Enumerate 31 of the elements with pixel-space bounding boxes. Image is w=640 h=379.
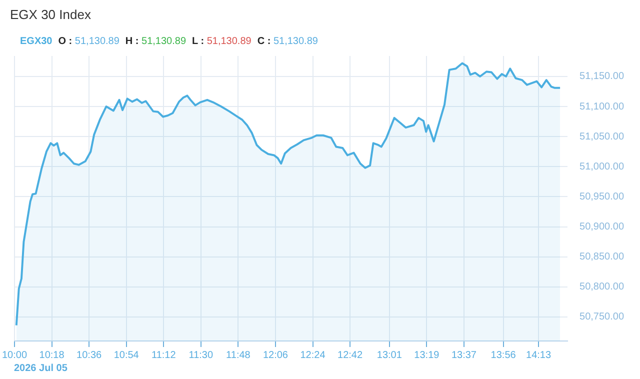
x-tick-label: 12:06 — [262, 350, 288, 361]
x-tick-label: 13:19 — [414, 350, 440, 361]
y-tick-label: 50,850.00 — [580, 252, 624, 263]
x-tick-label: 12:42 — [338, 350, 363, 361]
chart-title: EGX 30 Index — [10, 7, 91, 22]
text: EGX30 — [20, 36, 52, 47]
text: 2026 Jul 05 — [14, 363, 68, 374]
y-tick-label: 50,900.00 — [580, 222, 624, 233]
x-tick-label: 10:00 — [2, 350, 28, 361]
text: H : 51,130.89 — [125, 36, 186, 47]
text: O : 51,130.89 — [58, 36, 120, 47]
x-tick-label: 12:24 — [300, 350, 326, 361]
x-tick-label: 13:56 — [490, 350, 516, 361]
x-tick-label: 14:13 — [526, 350, 552, 361]
text: L : 51,130.89 — [192, 36, 252, 47]
y-tick-label: 51,050.00 — [580, 131, 624, 142]
x-tick-label: 11:48 — [226, 350, 251, 361]
x-tick-label: 13:37 — [451, 350, 477, 361]
x-tick-label: 13:01 — [376, 350, 402, 361]
x-tick-label: 11:30 — [188, 350, 214, 361]
y-tick-label: 51,000.00 — [580, 161, 624, 172]
x-tick-label: 10:54 — [114, 350, 140, 361]
text: C : 51,130.89 — [257, 36, 318, 47]
x-tick-label: 10:18 — [39, 350, 65, 361]
y-tick-label: 51,100.00 — [580, 101, 624, 112]
x-tick-label: 10:36 — [76, 350, 102, 361]
y-tick-label: 50,750.00 — [580, 312, 624, 323]
y-tick-label: 50,800.00 — [580, 282, 624, 293]
y-tick-label: 51,150.00 — [580, 71, 624, 82]
y-tick-label: 50,950.00 — [580, 191, 624, 202]
x-tick-label: 11:12 — [151, 350, 176, 361]
